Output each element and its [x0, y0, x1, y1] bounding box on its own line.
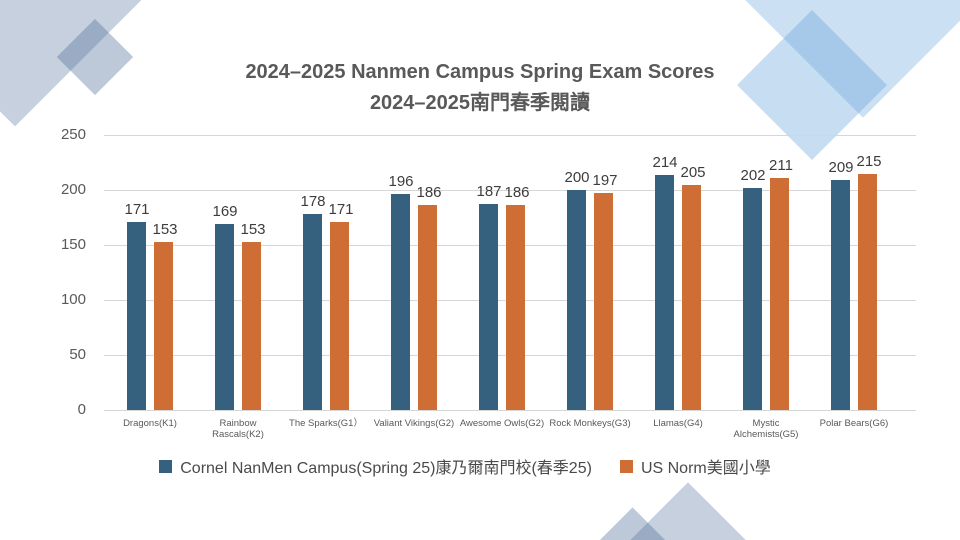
bar-usnorm-5 — [594, 193, 613, 410]
legend: Cornel NanMen Campus(Spring 25)康乃爾南門校(春季… — [0, 454, 930, 478]
bar-value-label: 153 — [152, 220, 178, 238]
x-axis-label: Dragons(K1) — [123, 418, 177, 429]
gridline — [104, 134, 916, 136]
bar-campus-1 — [215, 224, 234, 410]
y-axis-label: 250 — [60, 126, 86, 143]
bar-campus-7 — [743, 187, 762, 410]
chart-title-line2: 2024–2025南門春季閱讀 — [369, 92, 591, 114]
chart-title: 2024–2025 Nanmen Campus Spring Exam Scor… — [0, 57, 960, 119]
legend-swatch-usnorm-icon — [619, 459, 633, 473]
gridline — [104, 189, 916, 191]
y-axis-label: 150 — [60, 236, 86, 253]
x-axis-label: Rock Monkeys(G3) — [549, 418, 631, 429]
bar-value-label: 169 — [212, 203, 238, 221]
bar-usnorm-7 — [770, 177, 789, 410]
bar-value-label: 197 — [592, 172, 618, 190]
bar-campus-0 — [127, 221, 146, 410]
bar-usnorm-1 — [242, 241, 261, 410]
bar-value-label: 215 — [856, 152, 882, 170]
bar-usnorm-3 — [418, 205, 437, 410]
bar-value-label: 171 — [328, 200, 354, 218]
y-axis-label: 50 — [69, 346, 86, 363]
x-axis-label: Rainbow Rascals(K2) — [212, 418, 264, 440]
x-axis-label: The Sparks(G1） — [289, 418, 363, 429]
bar-value-label: 186 — [416, 184, 442, 202]
gridline — [104, 409, 916, 411]
bar-usnorm-0 — [154, 241, 173, 410]
bar-campus-4 — [479, 204, 498, 410]
x-axis-label: Valiant Vikings(G2) — [373, 418, 455, 429]
y-axis-label: 0 — [77, 401, 86, 418]
bar-campus-6 — [655, 174, 674, 410]
bar-value-label: 153 — [240, 220, 266, 238]
y-axis-label: 200 — [60, 181, 86, 198]
x-axis-label: Awesome Owls(G2) — [459, 418, 545, 429]
bar-usnorm-6 — [682, 184, 701, 410]
legend-label-campus: Cornel NanMen Campus(Spring 25)康乃爾南門校(春季… — [180, 460, 592, 477]
bar-value-label: 211 — [769, 156, 793, 174]
legend-item-campus: Cornel NanMen Campus(Spring 25)康乃爾南門校(春季… — [159, 454, 592, 478]
bar-value-label: 200 — [564, 169, 590, 186]
legend-label-usnorm: US Norm美國小學 — [640, 460, 771, 477]
chart-title-line1: 2024–2025 Nanmen Campus Spring Exam Scor… — [245, 61, 715, 83]
bar-usnorm-2 — [330, 221, 349, 410]
bar-value-label: 205 — [680, 163, 706, 181]
bar-campus-8 — [831, 180, 850, 410]
x-axis-label: Llamas(G4) — [653, 418, 703, 429]
bar-usnorm-4 — [506, 205, 525, 410]
bar-value-label: 187 — [476, 183, 502, 201]
x-axis-label: Polar Bears(G6) — [819, 418, 889, 429]
bar-campus-2 — [303, 214, 322, 410]
bar-value-label: 171 — [124, 200, 150, 218]
bar-campus-5 — [567, 190, 586, 410]
bar-usnorm-8 — [858, 173, 877, 410]
bar-value-label: 196 — [388, 173, 414, 191]
bar-campus-3 — [391, 194, 410, 410]
y-axis-label: 100 — [60, 291, 86, 308]
legend-swatch-campus-icon — [159, 459, 173, 473]
bar-value-label: 209 — [828, 159, 854, 177]
bar-value-label: 186 — [504, 184, 530, 202]
bar-value-label: 202 — [740, 166, 766, 184]
legend-item-usnorm: US Norm美國小學 — [619, 454, 771, 478]
x-axis-label: Mystic Alchemists(G5) — [733, 418, 799, 440]
bar-value-label: 178 — [300, 193, 326, 211]
bar-value-label: 214 — [652, 153, 678, 171]
